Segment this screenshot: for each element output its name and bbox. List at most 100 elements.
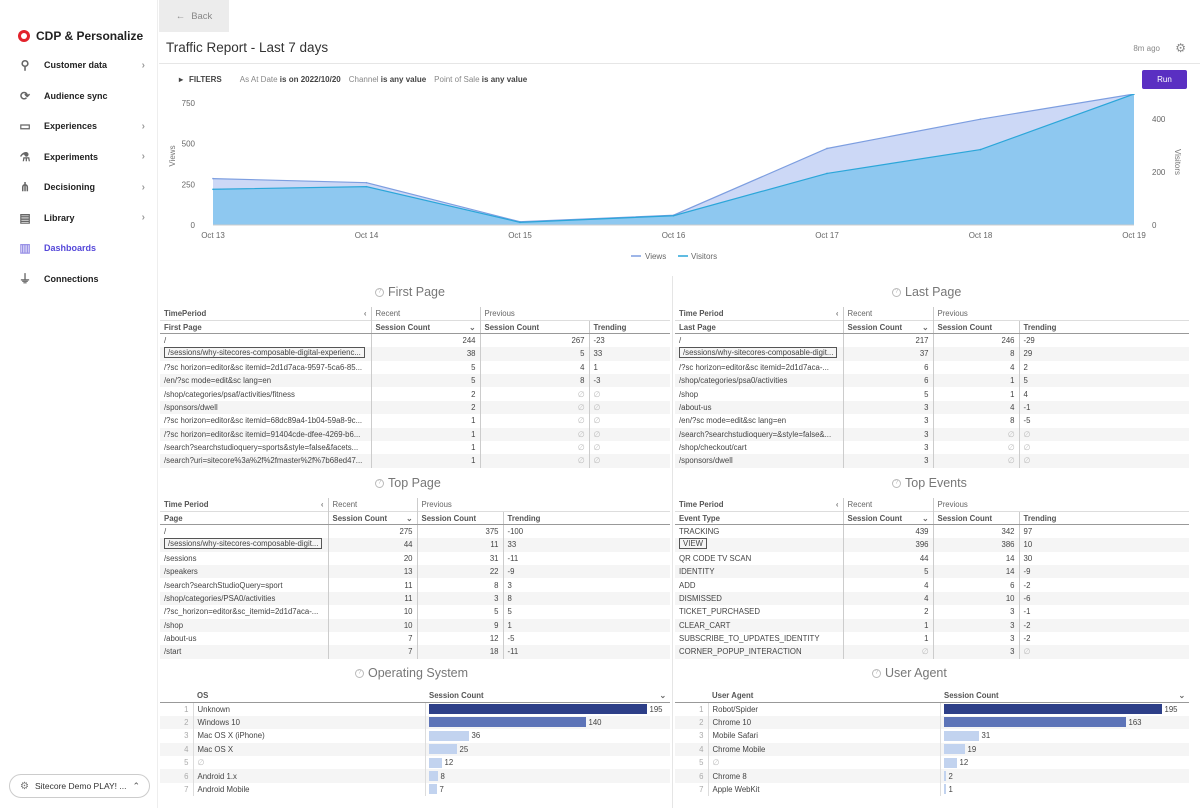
- table-row[interactable]: /shop/categories/psaf/activities/fitness…: [160, 387, 670, 401]
- filter-chip[interactable]: Point of Sale is any value: [434, 75, 527, 84]
- table-row[interactable]: 6 Chrome 8 2: [675, 769, 1189, 783]
- table-row[interactable]: 2 Windows 10 140: [160, 715, 670, 730]
- page-cell[interactable]: /search?searchstudioquery=sports&style=f…: [160, 441, 371, 454]
- table-row[interactable]: /search?searchstudioquery=sports&style=f…: [160, 440, 670, 455]
- sidebar-item-experiences[interactable]: ▭ Experiences ›: [0, 111, 157, 142]
- page-cell[interactable]: SUBSCRIBE_TO_UPDATES_IDENTITY: [675, 632, 843, 645]
- table-row[interactable]: /search?searchstudioquery=&style=false&.…: [675, 427, 1189, 441]
- sidebar-item-audience-sync[interactable]: ⟳ Audience sync: [0, 81, 157, 112]
- table-row[interactable]: 7 Android Mobile 7: [160, 782, 670, 797]
- table-row[interactable]: /?sc horizon=editor&sc itemid=2d1d7aca-.…: [675, 360, 1189, 374]
- info-icon[interactable]: ?: [892, 287, 901, 297]
- table-row[interactable]: /?sc horizon=editor&sc itemid=91404cde-d…: [160, 427, 670, 441]
- page-cell[interactable]: /sessions/why-sitecores-composable-digit…: [160, 347, 371, 361]
- sidebar-item-connections[interactable]: ⏚ Connections: [0, 264, 157, 295]
- views-point[interactable]: [212, 177, 214, 180]
- table-row[interactable]: 1 Robot/Spider 195: [675, 702, 1189, 716]
- previous-session-count-header[interactable]: Session Count: [416, 510, 503, 526]
- page-cell[interactable]: /sponsors/dwell: [160, 400, 371, 415]
- table-row[interactable]: /about-us 3 4 -1: [675, 400, 1189, 415]
- label-column-header[interactable]: User Agent: [708, 689, 940, 703]
- previous-session-count-header[interactable]: Session Count: [479, 319, 589, 335]
- page-cell[interactable]: /about-us: [675, 400, 843, 415]
- table-row[interactable]: /search?uri=sitecore%3a%2f%2fmaster%2f%7…: [160, 454, 670, 468]
- chevron-left-icon[interactable]: ‹: [363, 308, 367, 318]
- page-cell[interactable]: /: [160, 525, 328, 538]
- trending-header[interactable]: Trending: [1018, 510, 1189, 526]
- table-row[interactable]: SUBSCRIBE_TO_UPDATES_IDENTITY 1 3 -2: [675, 631, 1189, 646]
- page-cell[interactable]: /: [675, 334, 843, 347]
- views-point[interactable]: [826, 147, 828, 150]
- table-row[interactable]: /shop/categories/PSA0/activities 11 3 8: [160, 591, 670, 606]
- table-row[interactable]: 7 Apple WebKit 1: [675, 782, 1189, 797]
- value-column-header[interactable]: Session Count ⌄: [940, 689, 1189, 703]
- page-cell[interactable]: /en/?sc mode=edit&sc lang=en: [160, 373, 371, 388]
- visitors-point[interactable]: [1133, 93, 1135, 95]
- info-icon[interactable]: ?: [892, 478, 901, 488]
- page-cell[interactable]: /sessions/why-sitecores-composable-digit…: [160, 538, 328, 552]
- info-icon[interactable]: ?: [375, 287, 384, 297]
- trending-header[interactable]: Trending: [588, 319, 670, 335]
- table-row[interactable]: /en/?sc mode=edit&sc lang=en 5 8 -3: [160, 373, 670, 388]
- table-row[interactable]: 5 ∅ 12: [160, 755, 670, 770]
- page-cell[interactable]: /shop/checkout/cart: [675, 441, 843, 454]
- legend-visitors[interactable]: Visitors: [691, 252, 717, 261]
- page-cell[interactable]: /: [160, 334, 371, 347]
- org-switcher[interactable]: ⚙ Sitecore Demo PLAY! ... ⌃: [9, 774, 150, 798]
- page-cell[interactable]: /?sc horizon=editor&sc itemid=2d1d7aca-.…: [675, 361, 843, 374]
- page-cell[interactable]: /shop/categories/psa0/activities: [675, 373, 843, 388]
- page-cell[interactable]: /shop/categories/PSA0/activities: [160, 591, 328, 606]
- sidebar-item-dashboards[interactable]: ▥ Dashboards: [0, 233, 157, 264]
- table-row[interactable]: /start 7 18 -11: [160, 645, 670, 659]
- views-point[interactable]: [979, 118, 982, 120]
- table-row[interactable]: /shop 10 9 1: [160, 618, 670, 632]
- visitors-point[interactable]: [365, 185, 368, 188]
- table-row[interactable]: 3 Mac OS X (iPhone) 36: [160, 729, 670, 743]
- session-count-column-header[interactable]: Session Count ⌄: [370, 319, 480, 335]
- table-row[interactable]: /speakers 13 22 -9: [160, 564, 670, 579]
- page-cell[interactable]: /start: [160, 645, 328, 659]
- table-row[interactable]: CORNER_POPUP_INTERACTION ∅ 3 ∅: [675, 645, 1189, 659]
- brand[interactable]: CDP & Personalize: [0, 0, 157, 50]
- table-row[interactable]: / 244 267 -23: [160, 333, 670, 348]
- table-row[interactable]: /sessions/why-sitecores-composable-digit…: [160, 347, 670, 361]
- page-cell[interactable]: /?sc horizon=editor&sc itemid=91404cde-d…: [160, 427, 371, 441]
- trending-header[interactable]: Trending: [1018, 319, 1189, 335]
- page-cell[interactable]: QR CODE TV SCAN: [675, 552, 843, 565]
- settings-gear-icon[interactable]: ⚙: [1175, 41, 1186, 55]
- table-row[interactable]: /shop/categories/psa0/activities 6 1 5: [675, 373, 1189, 388]
- page-cell[interactable]: /?sc_horizon=editor&sc_itemid=2d1d7aca-.…: [160, 605, 328, 618]
- legend-views[interactable]: Views: [645, 252, 666, 261]
- table-row[interactable]: 5 ∅ 12: [675, 755, 1189, 770]
- table-row[interactable]: 3 Mobile Safari 31: [675, 729, 1189, 743]
- filter-chip[interactable]: As At Date is on 2022/10/20: [240, 75, 341, 84]
- page-column-header[interactable]: Page: [160, 510, 328, 526]
- page-cell[interactable]: /shop: [160, 618, 328, 632]
- info-icon[interactable]: ?: [375, 478, 384, 488]
- table-row[interactable]: /sessions 20 31 -11: [160, 551, 670, 565]
- table-row[interactable]: /en/?sc mode=edit&sc lang=en 3 8 -5: [675, 414, 1189, 428]
- table-row[interactable]: /search?searchStudioQuery=sport 11 8 3: [160, 578, 670, 592]
- info-icon[interactable]: ?: [355, 668, 364, 678]
- filter-chip[interactable]: Channel is any value: [349, 75, 426, 84]
- table-row[interactable]: /?sc_horizon=editor&sc_itemid=2d1d7aca-.…: [160, 605, 670, 619]
- page-cell[interactable]: VIEW: [675, 538, 843, 552]
- info-icon[interactable]: ?: [872, 668, 881, 678]
- page-cell[interactable]: /en/?sc mode=edit&sc lang=en: [675, 414, 843, 427]
- views-point[interactable]: [365, 181, 368, 184]
- page-cell[interactable]: ADD: [675, 578, 843, 591]
- table-row[interactable]: ADD 4 6 -2: [675, 578, 1189, 592]
- table-row[interactable]: IDENTITY 5 14 -9: [675, 564, 1189, 579]
- page-column-header[interactable]: Event Type: [675, 510, 843, 526]
- page-column-header[interactable]: First Page: [160, 319, 371, 335]
- table-row[interactable]: /?sc horizon=editor&sc itemid=68dc89a4-1…: [160, 414, 670, 428]
- chevron-left-icon[interactable]: ‹: [835, 308, 839, 318]
- chevron-left-icon[interactable]: ‹: [320, 499, 324, 509]
- page-cell[interactable]: /sessions/why-sitecores-composable-digit…: [675, 347, 843, 361]
- value-column-header[interactable]: Session Count ⌄: [425, 689, 670, 703]
- table-row[interactable]: /sponsors/dwell 2 ∅ ∅: [160, 400, 670, 415]
- page-cell[interactable]: /sessions: [160, 552, 328, 565]
- page-cell[interactable]: IDENTITY: [675, 564, 843, 579]
- table-row[interactable]: 2 Chrome 10 163: [675, 715, 1189, 730]
- table-row[interactable]: /shop/checkout/cart 3 ∅ ∅: [675, 440, 1189, 455]
